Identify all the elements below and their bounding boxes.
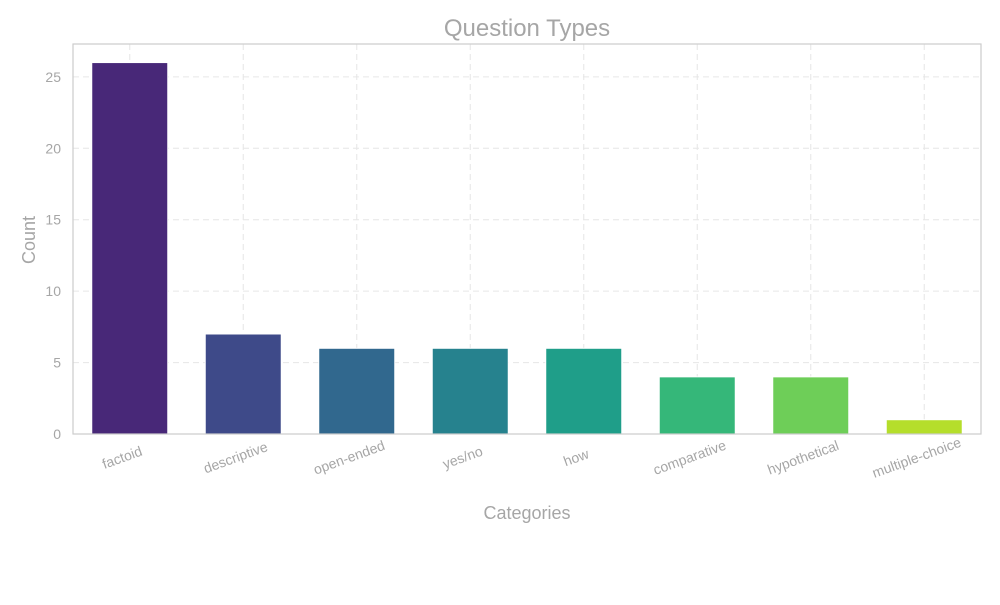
x-tick-labels: factoid descriptive open-ended yes/no how com… <box>100 434 963 481</box>
y-tick-label: 10 <box>45 283 61 299</box>
bars <box>91 62 963 435</box>
x-tick-label: yes/no <box>440 443 484 472</box>
bar-open-ended <box>318 347 396 435</box>
bar-factoid <box>91 62 169 435</box>
bar-how <box>545 347 623 435</box>
x-tick-label: multiple-choice <box>870 434 963 481</box>
bar-comparative <box>658 376 736 435</box>
x-tick-label: open-ended <box>311 437 387 478</box>
bar-descriptive <box>204 333 282 435</box>
x-tick-label: comparative <box>651 437 728 478</box>
y-tick-label: 0 <box>53 426 61 442</box>
x-tick-label: factoid <box>100 443 144 472</box>
y-tick-labels: 0 5 10 15 20 25 <box>45 69 61 442</box>
y-tick-label: 15 <box>45 212 61 228</box>
y-axis-label: Count <box>19 216 39 264</box>
bar-yes-no <box>431 347 509 435</box>
bar-multiple-choice <box>885 419 963 435</box>
chart-title: Question Types <box>444 15 610 42</box>
y-tick-label: 5 <box>53 355 61 371</box>
x-axis-label: Categories <box>483 503 570 523</box>
x-tick-label: hypothetical <box>765 437 841 478</box>
bar-hypothetical <box>772 376 850 435</box>
plot-frame <box>72 43 982 435</box>
x-tick-label: descriptive <box>201 438 270 476</box>
y-tick-label: 25 <box>45 69 61 85</box>
x-tick-label: how <box>561 445 591 469</box>
y-tick-label: 20 <box>45 140 61 156</box>
